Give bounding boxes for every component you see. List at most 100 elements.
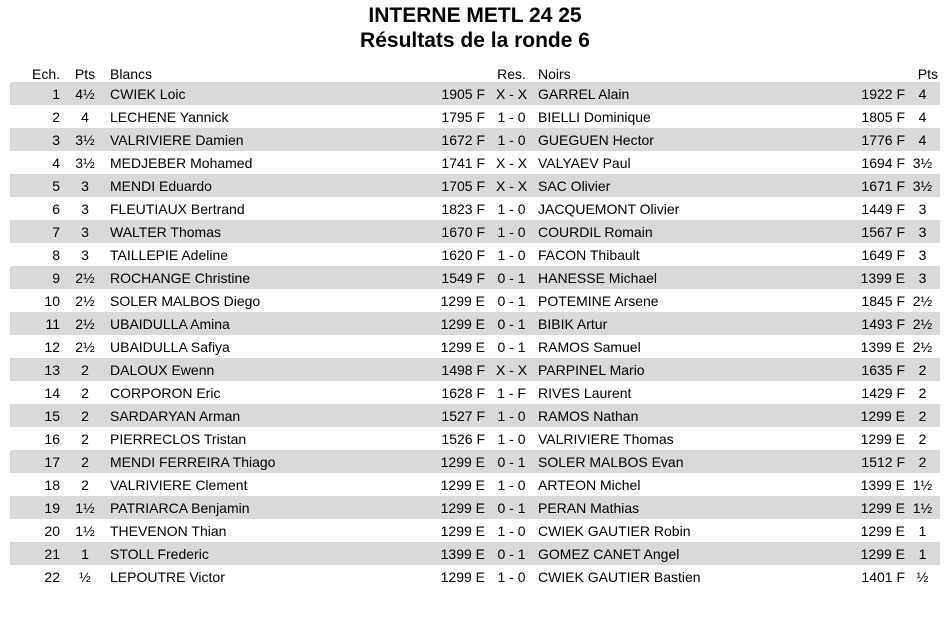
result-cell: X - X [495, 154, 528, 171]
header-board-number: Ech. [31, 66, 60, 83]
result-cell: 1 - 0 [497, 200, 526, 217]
table-row: 15 2 SARDARYAN Arman 1527 F 1 - 0 RAMOS … [10, 404, 940, 428]
white-player-cell: VALRIVIERE Clement [110, 476, 248, 493]
white-rating-cell: 1823 F [441, 200, 485, 217]
black-rating-cell: 1671 F [861, 177, 905, 194]
black-rating-cell: 1401 F [861, 568, 905, 585]
white-player-cell: LEPOUTRE Victor [110, 568, 225, 585]
table-row: 8 3 TAILLEPIE Adeline 1620 F 1 - 0 FACON… [10, 243, 940, 266]
white-rating-cell: 1399 E [440, 545, 485, 562]
black-player-cell: ARTEON Michel [538, 476, 641, 493]
black-points-cell: 3 [918, 223, 927, 240]
black-points-cell: 3 [918, 269, 927, 286]
black-rating-cell: 1694 F [861, 154, 905, 171]
page-title: INTERNE METL 24 25 [368, 4, 582, 27]
header-white-points: Pts [74, 66, 96, 83]
table-row: 5 3 MENDI Eduardo 1705 F X - X SAC Olivi… [10, 174, 940, 198]
black-player-cell: RIVES Laurent [538, 384, 632, 401]
result-cell: 0 - 1 [497, 499, 526, 516]
black-points-cell: 2½ [912, 292, 933, 309]
result-cell: 0 - 1 [497, 292, 526, 309]
result-cell: 1 - F [497, 384, 526, 401]
result-cell: 1 - 0 [497, 568, 526, 585]
black-points-cell: 4 [918, 85, 927, 102]
board-number-cell: 22 [44, 568, 60, 585]
black-points-cell: 1 [918, 545, 927, 562]
black-rating-cell: 1449 F [861, 200, 905, 217]
white-points-cell: 3½ [75, 131, 95, 148]
white-points-cell: 3 [81, 200, 89, 217]
table-row: 19 1½ PATRIARCA Benjamin 1299 E 0 - 1 PE… [10, 496, 940, 520]
black-rating-cell: 1845 F [861, 292, 905, 309]
board-number-cell: 8 [52, 246, 60, 263]
white-rating-cell: 1905 F [441, 85, 485, 102]
result-cell: 0 - 1 [497, 338, 526, 355]
white-player-cell: FLEUTIAUX Bertrand [110, 200, 245, 217]
white-player-cell: UBAIDULLA Safiya [110, 338, 230, 355]
results-body: 1 4½ CWIEK Loic 1905 F X - X GARREL Alai… [10, 82, 940, 588]
white-player-cell: PIERRECLOS Tristan [110, 430, 247, 447]
white-points-cell: 2½ [75, 269, 95, 286]
black-rating-cell: 1512 F [861, 453, 905, 470]
white-player-cell: MENDI Eduardo [110, 177, 212, 194]
white-rating-cell: 1527 F [441, 407, 485, 424]
white-points-cell: 4 [81, 108, 89, 125]
table-row: 10 2½ SOLER MALBOS Diego 1299 E 0 - 1 PO… [10, 289, 940, 312]
white-rating-cell: 1526 F [441, 430, 485, 447]
result-cell: 1 - 0 [497, 430, 526, 447]
board-number-cell: 1 [52, 85, 60, 102]
table-row: 9 2½ ROCHANGE Christine 1549 F 0 - 1 HAN… [10, 266, 940, 290]
table-row: 11 2½ UBAIDULLA Amina 1299 E 0 - 1 BIBIK… [10, 312, 940, 336]
black-points-cell: 3 [918, 200, 927, 217]
table-row: 17 2 MENDI FERREIRA Thiago 1299 E 0 - 1 … [10, 450, 940, 474]
result-cell: 0 - 1 [497, 545, 526, 562]
board-number-cell: 21 [44, 545, 60, 562]
black-points-cell: 1½ [912, 499, 933, 516]
white-points-cell: 2 [81, 476, 89, 493]
board-number-cell: 10 [44, 292, 60, 309]
black-points-cell: 2 [918, 361, 927, 378]
result-cell: 0 - 1 [497, 453, 526, 470]
table-row: 12 2½ UBAIDULLA Safiya 1299 E 0 - 1 RAMO… [10, 335, 940, 358]
black-points-cell: 3½ [912, 154, 933, 171]
result-cell: 1 - 0 [497, 246, 526, 263]
black-points-cell: 3 [918, 246, 927, 263]
white-points-cell: 2½ [75, 315, 95, 332]
white-player-cell: MENDI FERREIRA Thiago [110, 453, 276, 470]
table-row: 21 1 STOLL Frederic 1399 E 0 - 1 GOMEZ C… [10, 542, 940, 566]
page-header: INTERNE METL 24 25 Résultats de la ronde… [0, 0, 950, 53]
white-rating-cell: 1299 E [440, 499, 485, 516]
black-player-cell: VALYAEV Paul [538, 154, 631, 171]
white-rating-cell: 1549 F [441, 269, 485, 286]
board-number-cell: 14 [44, 384, 60, 401]
header-white-rating [420, 61, 485, 82]
black-rating-cell: 1429 F [861, 384, 905, 401]
board-number-cell: 18 [44, 476, 60, 493]
table-row: 7 3 WALTER Thomas 1670 F 1 - 0 COURDIL R… [10, 220, 940, 244]
black-player-cell: BIBIK Artur [538, 315, 608, 332]
white-points-cell: 3 [81, 223, 89, 240]
board-number-cell: 4 [52, 154, 60, 171]
white-points-cell: 2 [81, 361, 89, 378]
board-number-cell: 6 [52, 200, 60, 217]
black-rating-cell: 1399 E [860, 476, 905, 493]
table-row: 3 3½ VALRIVIERE Damien 1672 F 1 - 0 GUEG… [10, 128, 940, 152]
white-points-cell: 3 [81, 246, 89, 263]
white-rating-cell: 1299 E [440, 338, 485, 355]
white-player-cell: SOLER MALBOS Diego [110, 292, 261, 309]
board-number-cell: 15 [44, 407, 60, 424]
black-rating-cell: 1922 F [861, 85, 905, 102]
black-rating-cell: 1493 F [861, 315, 905, 332]
white-rating-cell: 1299 E [440, 315, 485, 332]
board-number-cell: 16 [44, 430, 60, 447]
white-rating-cell: 1741 F [441, 154, 485, 171]
white-player-cell: STOLL Frederic [110, 545, 209, 562]
result-cell: 0 - 1 [497, 269, 526, 286]
black-rating-cell: 1399 E [860, 338, 905, 355]
white-points-cell: 2 [81, 453, 89, 470]
white-points-cell: 4½ [75, 85, 95, 102]
black-player-cell: COURDIL Romain [538, 223, 653, 240]
black-player-cell: RAMOS Nathan [538, 407, 639, 424]
table-row: 2 4 LECHENE Yannick 1795 F 1 - 0 BIELLI … [10, 105, 940, 128]
